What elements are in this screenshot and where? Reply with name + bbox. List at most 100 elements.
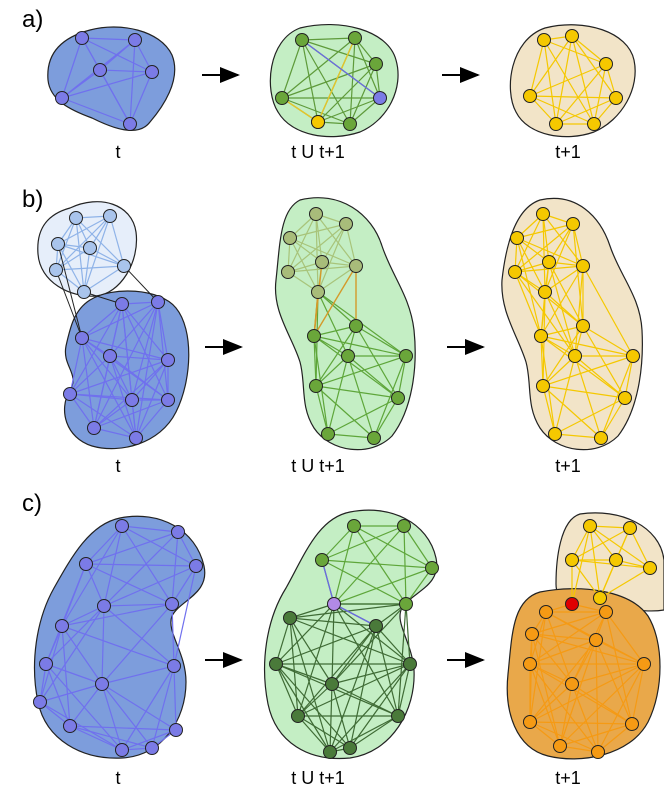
graph-edge: [571, 35, 607, 65]
graph-edge: [514, 223, 574, 273]
graph-edge: [69, 725, 177, 731]
graph-edge: [529, 611, 607, 665]
link-edge: [55, 269, 83, 339]
graph-edge: [69, 359, 169, 395]
graph-edge: [405, 603, 411, 665]
b-t1-node: [508, 265, 522, 279]
b-t-node: [103, 349, 117, 363]
graph-edge: [135, 301, 159, 439]
graph-edge: [333, 525, 405, 605]
graph-edge: [121, 665, 175, 751]
graph-edge: [57, 243, 125, 267]
b-union-old-node: [281, 265, 295, 279]
graph-edge: [331, 663, 411, 685]
graph-edge: [514, 271, 584, 327]
panel-b-label: b): [22, 186, 44, 213]
b-union-node: [367, 431, 381, 445]
a-t1-node: [587, 117, 601, 131]
graph-edge: [375, 625, 399, 717]
graph-edge: [329, 663, 411, 753]
panel-b-caption-t: t: [115, 456, 121, 476]
graph-edge: [313, 335, 399, 399]
b-t1-node: [566, 217, 580, 231]
graph-edge: [373, 397, 399, 439]
graph-edge: [548, 223, 574, 263]
a-t1-node: [599, 57, 613, 71]
graph-edge: [121, 525, 179, 533]
graph-edge: [69, 337, 83, 395]
c-t-node: [33, 695, 47, 709]
c-t1-top-node: [643, 561, 657, 575]
graph-edge: [529, 721, 599, 753]
graph-edge: [173, 565, 197, 667]
b-t-node: [161, 353, 175, 367]
a-t-node: [75, 31, 89, 45]
c-union-node: [291, 709, 305, 723]
c-union-node: [283, 611, 297, 625]
graph-edge: [83, 215, 111, 293]
b-previous-node: [83, 241, 97, 255]
graph-edge: [45, 663, 71, 727]
graph-edge: [571, 527, 631, 561]
c-t1-bottom-node: [589, 633, 603, 647]
graph-edge: [85, 525, 123, 565]
c-union-node: [399, 597, 413, 611]
graph-edge: [542, 385, 626, 399]
c-union-node: [269, 657, 283, 671]
graph-edge: [624, 355, 634, 399]
graph-edge: [289, 617, 299, 717]
graph-edge: [349, 63, 377, 125]
graph-edge: [349, 625, 377, 749]
a-t-node: [123, 117, 137, 131]
panel-c-caption-union: t U t+1: [291, 768, 345, 788]
graph-edge: [121, 303, 169, 361]
graph-edge: [542, 213, 546, 293]
graph-edge: [516, 223, 574, 239]
graph-edge: [629, 527, 651, 569]
c-union-node: [369, 619, 383, 633]
new-edge: [317, 37, 356, 123]
graph-edge: [572, 223, 584, 267]
b-t1-node: [548, 427, 562, 441]
a-union-community: [269, 23, 399, 138]
graph-edge: [61, 97, 131, 125]
c-t1-top-node: [565, 553, 579, 567]
graph-edge: [81, 337, 137, 439]
link-edge: [57, 243, 83, 339]
a-t1-node: [549, 117, 563, 131]
graph-edge: [109, 215, 125, 267]
b-previous-node: [49, 263, 63, 277]
graph-edge: [129, 39, 136, 125]
b-t1-node: [538, 285, 552, 299]
graph-edge: [516, 237, 542, 337]
link-edge: [123, 265, 159, 303]
a-union-node: [369, 57, 383, 71]
b-previous-node: [103, 209, 117, 223]
graph-edge: [93, 399, 169, 429]
graph-edge: [61, 525, 123, 627]
c-union-node: [403, 657, 417, 671]
graph-edge: [69, 725, 123, 751]
graph-edge: [405, 567, 433, 605]
graph-edge: [317, 291, 357, 327]
graph-edge: [529, 63, 607, 97]
c-union-node: [391, 709, 405, 723]
graph-edge: [85, 563, 197, 567]
c-t1-shared-node: [565, 597, 579, 611]
graph-edge: [540, 335, 626, 399]
graph-edge: [514, 271, 542, 337]
graph-edge: [329, 683, 333, 753]
graph-edge: [313, 335, 407, 357]
graph-edge: [93, 399, 133, 429]
graph-edge: [516, 237, 546, 293]
graph-edge: [81, 301, 159, 339]
c-t-node: [165, 597, 179, 611]
graph-edge: [529, 663, 633, 725]
graph-edge: [397, 355, 407, 399]
graph-edge: [289, 617, 411, 665]
c-t-node: [63, 719, 77, 733]
graph-edge: [529, 39, 545, 97]
c-t-node: [97, 599, 111, 613]
graph-edge: [93, 427, 137, 439]
graph-edge: [81, 337, 169, 361]
